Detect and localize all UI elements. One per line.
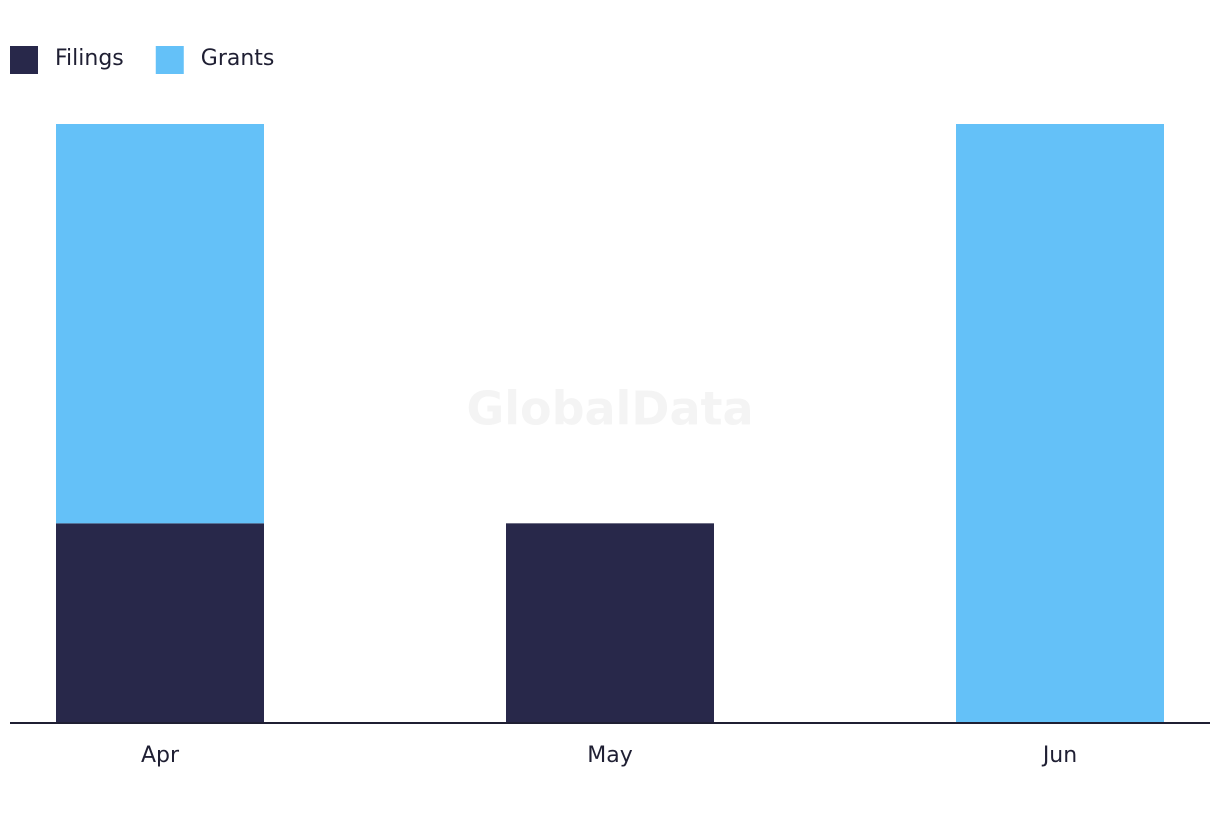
x-tick-label: Jun xyxy=(1041,743,1077,768)
bar-segment xyxy=(56,124,264,524)
bar-segment xyxy=(956,124,1164,723)
legend-label: Grants xyxy=(201,46,275,71)
bar-segment xyxy=(56,523,264,723)
bar-segment xyxy=(506,523,714,723)
legend-swatch xyxy=(10,46,38,74)
x-tick-label: May xyxy=(587,743,632,768)
watermark: GlobalData xyxy=(466,382,753,436)
x-tick-label: Apr xyxy=(141,743,180,768)
legend-label: Filings xyxy=(55,46,124,71)
legend-swatch xyxy=(155,46,184,74)
